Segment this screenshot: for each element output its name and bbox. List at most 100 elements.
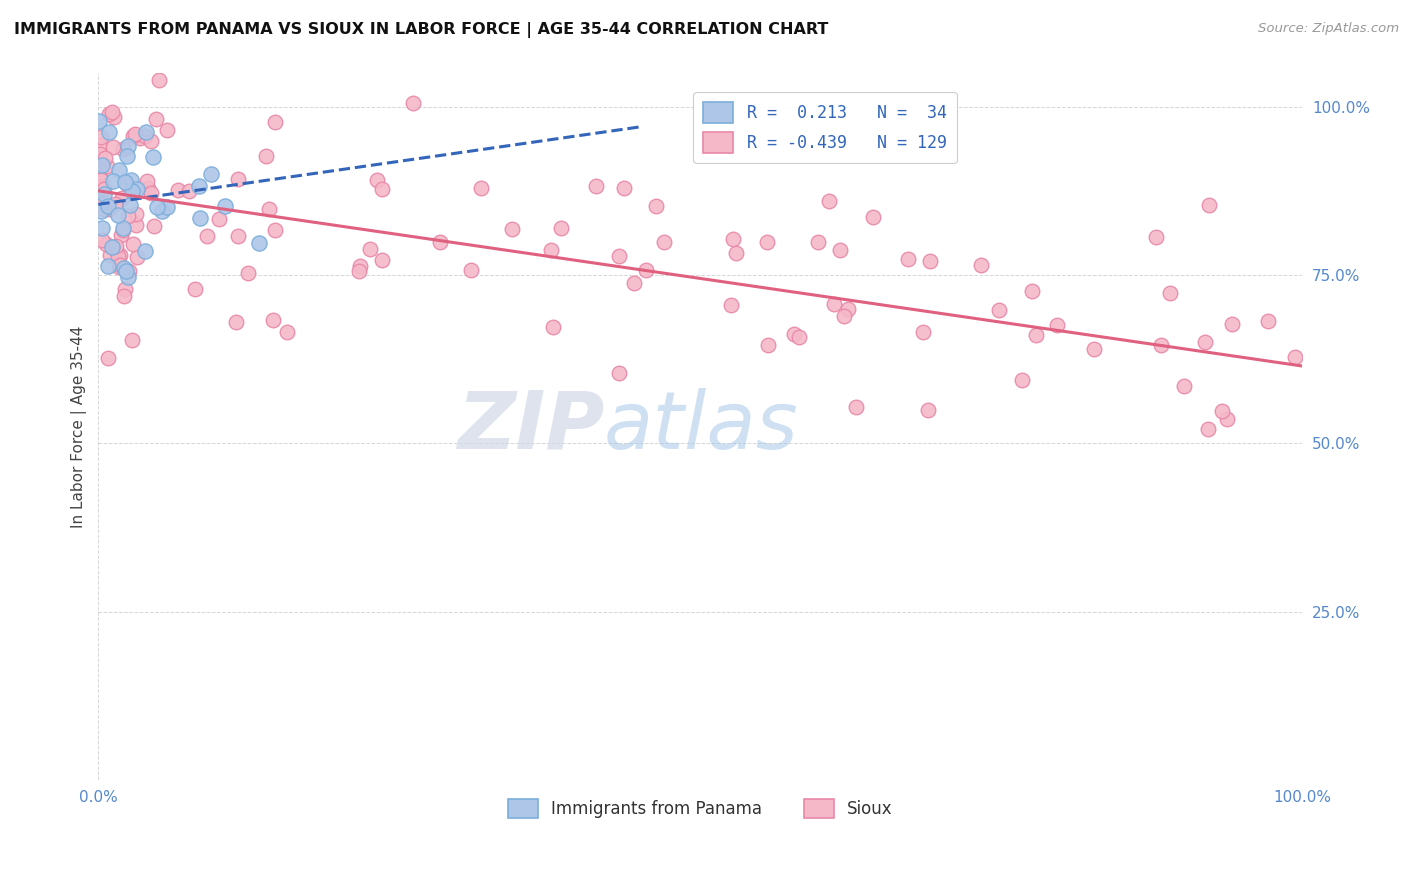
Point (91, 233, 114, 247)
Point (91, 181, 114, 195)
Point (117, 139, 139, 153)
Point (607, 249, 630, 263)
Point (104, 239, 127, 253)
Point (607, 366, 630, 380)
Point (917, 402, 939, 417)
Point (125, 182, 148, 196)
Point (121, 129, 143, 144)
Point (108, 260, 131, 274)
Point (1173, 379, 1195, 393)
Point (1083, 343, 1105, 357)
Point (264, 223, 287, 237)
Point (121, 184, 143, 198)
Point (145, 112, 167, 126)
Point (156, 123, 179, 137)
Point (828, 243, 851, 257)
Point (501, 222, 523, 236)
Point (257, 202, 280, 217)
Point (371, 252, 394, 267)
Point (89, 166, 111, 180)
Point (100, 240, 122, 254)
Point (107, 248, 129, 262)
Point (89, 146, 111, 161)
Point (139, 134, 162, 148)
Point (184, 282, 207, 296)
Point (783, 326, 806, 341)
Point (98, 125, 121, 139)
Point (207, 211, 229, 226)
Point (148, 72, 170, 87)
Point (429, 235, 451, 250)
Point (111, 221, 134, 235)
Point (970, 258, 993, 272)
Point (276, 325, 298, 339)
Point (550, 220, 572, 235)
Point (108, 248, 131, 262)
Point (807, 235, 830, 250)
Point (156, 200, 179, 214)
Point (139, 186, 162, 201)
Point (349, 260, 371, 274)
Point (1211, 404, 1233, 418)
Point (226, 229, 249, 244)
Point (247, 235, 270, 250)
Point (110, 227, 132, 242)
Text: ZIP: ZIP (457, 388, 605, 466)
Point (370, 182, 392, 196)
Point (263, 114, 285, 128)
Point (107, 208, 129, 222)
Point (121, 333, 143, 347)
Point (117, 209, 139, 223)
Point (226, 172, 249, 186)
Point (93, 181, 115, 195)
Point (988, 302, 1011, 317)
Point (135, 125, 157, 139)
Point (837, 302, 859, 317)
Point (818, 194, 841, 208)
Point (141, 150, 163, 164)
Point (96, 159, 118, 173)
Point (262, 313, 284, 327)
Point (98, 107, 121, 121)
Point (700, 98, 723, 112)
Point (200, 167, 222, 181)
Point (90, 203, 112, 218)
Point (118, 198, 141, 212)
Point (238, 266, 260, 280)
Point (112, 289, 135, 303)
Point (1045, 318, 1067, 332)
Point (636, 263, 658, 277)
Point (1144, 229, 1167, 244)
Point (214, 199, 236, 213)
Text: atlas: atlas (605, 388, 799, 466)
Point (97, 351, 120, 365)
Point (114, 175, 136, 189)
Point (1021, 285, 1043, 299)
Point (89, 114, 111, 128)
Point (188, 211, 211, 225)
Point (1011, 373, 1033, 387)
Point (359, 242, 381, 256)
Point (613, 181, 636, 195)
Point (166, 184, 188, 198)
Point (897, 252, 920, 266)
Point (89, 138, 111, 153)
Point (543, 320, 565, 334)
Text: Source: ZipAtlas.com: Source: ZipAtlas.com (1258, 22, 1399, 36)
Point (1284, 350, 1306, 364)
Point (623, 276, 645, 290)
Point (1216, 412, 1239, 426)
Point (114, 264, 136, 278)
Point (911, 326, 934, 340)
Point (122, 237, 145, 252)
Point (90, 130, 112, 145)
Point (1222, 317, 1244, 331)
Point (107, 163, 129, 178)
Point (347, 264, 370, 278)
Point (125, 250, 148, 264)
Point (725, 246, 748, 260)
Point (758, 337, 780, 351)
Point (90, 158, 112, 172)
Point (97, 199, 120, 213)
Point (120, 173, 142, 187)
